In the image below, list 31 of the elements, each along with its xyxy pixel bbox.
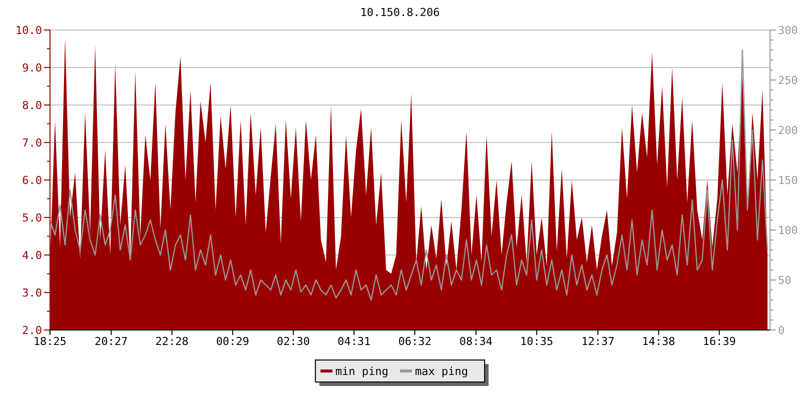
legend-label: min ping: [335, 364, 388, 378]
y2-tick-label: 150: [778, 174, 798, 187]
y-tick-label: 4.0: [22, 248, 42, 262]
x-tick-label: 14:38: [642, 335, 676, 348]
x-tick-label: 22:28: [155, 335, 188, 348]
x-tick-label: 02:30: [276, 335, 310, 348]
y2-tick-label: 200: [778, 124, 798, 137]
y2-tick-label: 100: [778, 224, 798, 237]
y-tick-label: 8.0: [22, 98, 42, 112]
legend-label: max ping: [415, 364, 468, 378]
x-tick-label: 12:37: [581, 335, 614, 348]
y-tick-label: 5.0: [22, 211, 42, 224]
x-tick-label: 04:31: [337, 335, 371, 348]
x-tick-label: 16:39: [702, 335, 736, 348]
y-tick-label: 9.0: [22, 61, 42, 74]
chart-title: 10.150.8.206: [360, 6, 440, 19]
x-tick-label: 08:34: [459, 335, 493, 348]
y2-tick-label: 0: [778, 324, 785, 337]
x-tick-label: 18:25: [33, 335, 67, 348]
y2-tick-label: 50: [778, 274, 792, 287]
y-tick-label: 2.0: [22, 324, 42, 337]
x-tick-label: 20:27: [94, 335, 128, 348]
x-tick-label: 00:29: [216, 335, 250, 348]
y-tick-label: 7.0: [22, 136, 42, 150]
x-tick-label: 10:35: [520, 335, 554, 348]
y-tick-label: 10.0: [16, 24, 42, 37]
y-tick-label: 6.0: [22, 174, 42, 187]
y2-tick-label: 250: [778, 74, 798, 87]
x-tick-label: 06:32: [398, 335, 432, 348]
y2-tick-label: 300: [778, 24, 798, 37]
y-tick-label: 3.0: [22, 286, 42, 300]
